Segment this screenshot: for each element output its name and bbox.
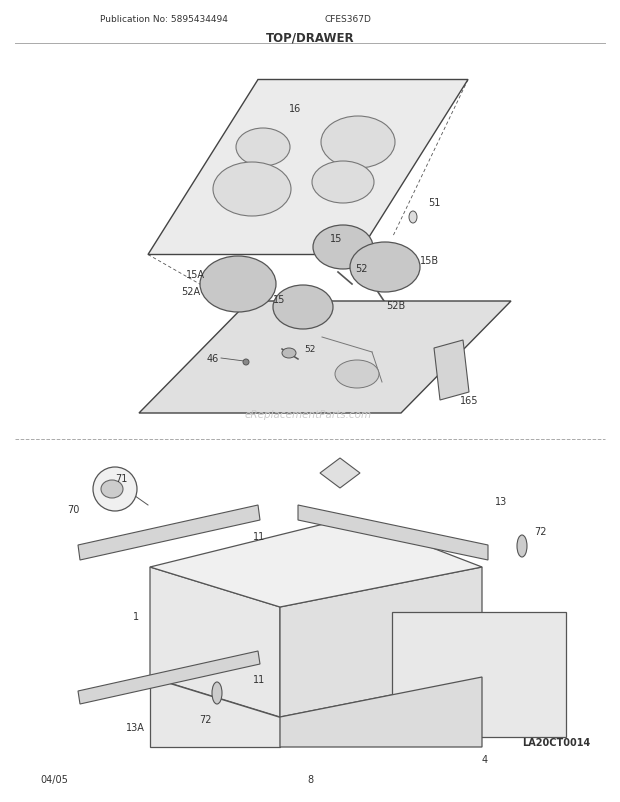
- Text: 72: 72: [200, 714, 212, 724]
- Ellipse shape: [321, 117, 395, 168]
- Text: 51: 51: [428, 198, 440, 208]
- Polygon shape: [320, 459, 360, 488]
- Ellipse shape: [335, 361, 379, 388]
- Ellipse shape: [212, 683, 222, 704]
- Text: 71: 71: [115, 473, 127, 484]
- Text: 72: 72: [534, 526, 546, 537]
- Text: 16: 16: [289, 104, 301, 114]
- Text: 15: 15: [273, 294, 285, 305]
- Ellipse shape: [282, 349, 296, 358]
- Polygon shape: [280, 567, 482, 717]
- Text: 11: 11: [253, 532, 265, 541]
- Ellipse shape: [350, 243, 420, 293]
- Text: 165: 165: [460, 395, 479, 406]
- Polygon shape: [150, 677, 280, 747]
- Text: 52A: 52A: [181, 286, 200, 297]
- Polygon shape: [139, 302, 511, 414]
- Polygon shape: [392, 612, 566, 737]
- Text: 52: 52: [355, 264, 368, 273]
- Text: 8: 8: [307, 774, 313, 784]
- Polygon shape: [150, 567, 280, 717]
- Text: LA20CT0014: LA20CT0014: [522, 737, 590, 747]
- Ellipse shape: [243, 359, 249, 366]
- Text: 11: 11: [253, 674, 265, 684]
- Text: TOP/DRAWER: TOP/DRAWER: [266, 31, 354, 44]
- Circle shape: [93, 468, 137, 512]
- Polygon shape: [148, 80, 468, 255]
- Text: 1: 1: [133, 611, 139, 622]
- Ellipse shape: [312, 162, 374, 204]
- Text: 52: 52: [304, 345, 316, 354]
- Ellipse shape: [517, 535, 527, 557]
- Text: 4: 4: [482, 754, 488, 764]
- Text: 15B: 15B: [420, 256, 439, 265]
- Text: 13: 13: [495, 496, 507, 506]
- Text: Publication No: 5895434494: Publication No: 5895434494: [100, 15, 228, 25]
- Text: 46: 46: [206, 354, 219, 363]
- Text: 15A: 15A: [186, 269, 205, 280]
- Polygon shape: [78, 651, 260, 704]
- Polygon shape: [280, 677, 482, 747]
- Ellipse shape: [236, 129, 290, 167]
- Polygon shape: [434, 341, 469, 400]
- Polygon shape: [78, 505, 260, 561]
- Ellipse shape: [313, 225, 373, 269]
- Ellipse shape: [409, 212, 417, 224]
- Text: 13A: 13A: [126, 722, 144, 732]
- Polygon shape: [298, 505, 488, 561]
- Ellipse shape: [273, 286, 333, 330]
- Ellipse shape: [200, 257, 276, 313]
- Text: 52B: 52B: [386, 301, 405, 310]
- Text: eReplacementParts.com: eReplacementParts.com: [244, 410, 371, 419]
- Ellipse shape: [101, 480, 123, 498]
- Text: 04/05: 04/05: [40, 774, 68, 784]
- Ellipse shape: [213, 163, 291, 217]
- Polygon shape: [150, 517, 482, 607]
- Text: 70: 70: [68, 504, 80, 514]
- Text: CFES367D: CFES367D: [325, 15, 372, 25]
- Text: 15: 15: [330, 233, 342, 244]
